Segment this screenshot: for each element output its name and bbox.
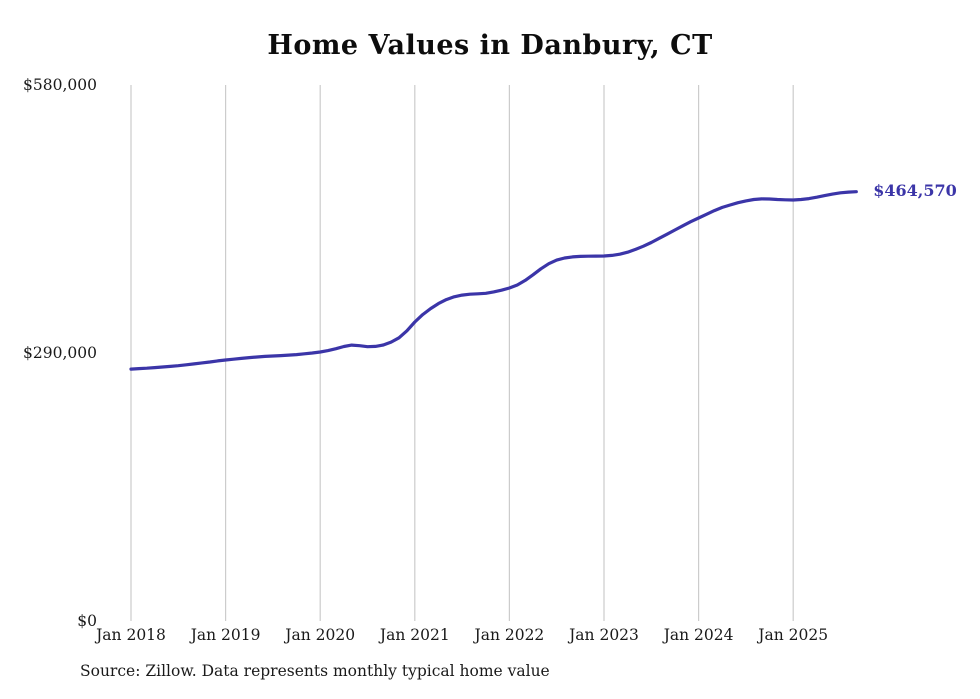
y-tick-label: $0 — [77, 612, 97, 630]
x-tick-label: Jan 2021 — [378, 626, 450, 644]
x-tick-label: Jan 2020 — [283, 626, 355, 644]
x-tick-label: Jan 2019 — [189, 626, 261, 644]
home-value-line — [129, 190, 858, 371]
x-tick-label: Jan 2018 — [94, 626, 166, 644]
x-tick-label: Jan 2023 — [567, 626, 639, 644]
y-tick-label: $580,000 — [23, 76, 97, 94]
y-tick-label: $290,000 — [23, 344, 97, 362]
x-tick-label: Jan 2022 — [472, 626, 544, 644]
chart-title: Home Values in Danbury, CT — [267, 30, 713, 61]
source-note: Source: Zillow. Data represents monthly … — [80, 662, 550, 680]
x-tick-label: Jan 2025 — [756, 626, 828, 644]
x-tick-label: Jan 2024 — [662, 626, 734, 644]
latest-value-label: $464,570 — [873, 180, 957, 200]
